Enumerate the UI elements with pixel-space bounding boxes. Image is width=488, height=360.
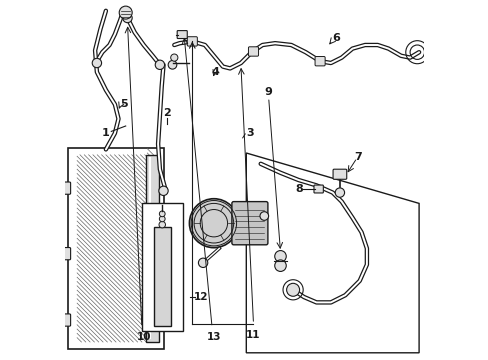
Text: 4: 4	[211, 67, 219, 77]
FancyBboxPatch shape	[231, 202, 267, 245]
FancyBboxPatch shape	[248, 47, 258, 56]
FancyBboxPatch shape	[332, 169, 346, 179]
Bar	[146, 155, 159, 342]
FancyBboxPatch shape	[313, 185, 323, 193]
FancyBboxPatch shape	[61, 314, 70, 326]
Circle shape	[189, 199, 238, 248]
Circle shape	[286, 283, 299, 296]
Text: 5: 5	[120, 99, 128, 109]
Bar	[153, 227, 170, 326]
FancyBboxPatch shape	[177, 31, 187, 39]
Bar	[142, 203, 183, 331]
Circle shape	[162, 312, 171, 321]
Circle shape	[170, 54, 178, 61]
Text: 11: 11	[246, 330, 260, 340]
Text: 12: 12	[194, 292, 208, 302]
Circle shape	[260, 212, 268, 220]
Text: 7: 7	[353, 152, 361, 162]
Text: 10: 10	[136, 332, 151, 342]
FancyBboxPatch shape	[187, 37, 197, 46]
FancyBboxPatch shape	[314, 57, 325, 66]
Circle shape	[168, 60, 177, 69]
Circle shape	[92, 58, 102, 68]
FancyBboxPatch shape	[61, 248, 70, 260]
Polygon shape	[246, 153, 418, 353]
Text: 13: 13	[206, 332, 221, 342]
Circle shape	[119, 6, 132, 19]
Circle shape	[274, 251, 285, 262]
Text: 2: 2	[163, 108, 171, 118]
Circle shape	[159, 216, 165, 222]
Circle shape	[335, 188, 344, 197]
Circle shape	[162, 229, 171, 238]
Circle shape	[198, 258, 207, 267]
FancyBboxPatch shape	[61, 182, 70, 194]
Text: 3: 3	[245, 128, 253, 138]
Circle shape	[159, 186, 168, 195]
Circle shape	[155, 60, 164, 69]
Text: 9: 9	[264, 87, 271, 97]
Circle shape	[274, 260, 285, 271]
Text: 6: 6	[332, 33, 340, 43]
Text: 8: 8	[295, 184, 303, 194]
Circle shape	[159, 211, 165, 217]
Bar	[68, 148, 163, 349]
Circle shape	[122, 13, 132, 23]
Text: 1: 1	[102, 128, 109, 138]
Circle shape	[159, 221, 165, 228]
